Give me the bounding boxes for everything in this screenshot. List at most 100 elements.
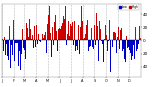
Bar — [133, 40, 134, 45]
Bar — [118, 27, 119, 40]
Bar — [131, 40, 132, 60]
Bar — [60, 29, 61, 40]
Bar — [10, 40, 11, 68]
Bar — [42, 34, 43, 40]
Bar — [130, 40, 131, 53]
Bar — [108, 40, 109, 41]
Bar — [94, 25, 95, 40]
Bar — [124, 40, 125, 59]
Bar — [136, 40, 137, 51]
Bar — [105, 25, 106, 40]
Bar — [17, 40, 18, 43]
Bar — [106, 35, 107, 40]
Bar — [22, 29, 23, 40]
Bar — [98, 40, 99, 61]
Bar — [28, 37, 29, 40]
Bar — [59, 28, 60, 40]
Bar — [62, 23, 63, 40]
Bar — [19, 40, 20, 51]
Bar — [14, 40, 15, 61]
Bar — [49, 6, 50, 40]
Bar — [75, 40, 76, 51]
Bar — [128, 40, 129, 47]
Bar — [3, 40, 4, 51]
Bar — [2, 39, 3, 40]
Bar — [119, 38, 120, 40]
Bar — [68, 21, 69, 40]
Bar — [97, 26, 98, 40]
Bar — [47, 24, 48, 40]
Bar — [7, 40, 8, 56]
Bar — [109, 20, 110, 40]
Bar — [101, 40, 102, 75]
Bar — [51, 40, 52, 57]
Bar — [121, 28, 122, 40]
Bar — [26, 23, 27, 40]
Bar — [44, 35, 45, 40]
Bar — [74, 21, 75, 40]
Bar — [137, 40, 138, 49]
Bar — [56, 30, 57, 40]
Bar — [114, 40, 115, 55]
Bar — [24, 40, 25, 50]
Bar — [134, 40, 135, 59]
Bar — [80, 27, 81, 40]
Bar — [116, 40, 117, 53]
Bar — [50, 33, 51, 40]
Bar — [79, 40, 80, 54]
Bar — [45, 32, 46, 40]
Bar — [88, 40, 89, 46]
Bar — [93, 39, 94, 40]
Bar — [35, 40, 36, 47]
Bar — [140, 38, 141, 40]
Bar — [37, 40, 38, 44]
Bar — [67, 34, 68, 40]
Bar — [87, 20, 88, 40]
Bar — [95, 40, 96, 45]
Bar — [54, 22, 55, 40]
Bar — [96, 13, 97, 40]
Bar — [120, 30, 121, 40]
Bar — [15, 40, 16, 43]
Bar — [77, 40, 78, 50]
Bar — [9, 26, 10, 40]
Bar — [34, 26, 35, 40]
Bar — [11, 40, 12, 45]
Bar — [102, 40, 103, 44]
Bar — [126, 36, 127, 40]
Bar — [13, 20, 14, 40]
Bar — [18, 40, 19, 66]
Bar — [90, 40, 91, 46]
Bar — [113, 32, 114, 40]
Bar — [25, 40, 26, 59]
Bar — [55, 15, 56, 40]
Bar — [36, 25, 37, 40]
Bar — [23, 40, 24, 48]
Bar — [40, 40, 41, 42]
Bar — [29, 19, 30, 40]
Bar — [139, 26, 140, 40]
Bar — [32, 35, 33, 40]
Bar — [84, 38, 85, 40]
Bar — [81, 6, 82, 40]
Bar — [91, 28, 92, 40]
Bar — [16, 40, 17, 43]
Bar — [82, 21, 83, 40]
Bar — [135, 40, 136, 44]
Bar — [4, 37, 5, 40]
Bar — [39, 40, 40, 41]
Bar — [71, 26, 72, 40]
Bar — [117, 37, 118, 40]
Bar — [43, 38, 44, 40]
Bar — [70, 24, 71, 40]
Bar — [89, 40, 90, 47]
Bar — [112, 40, 113, 47]
Bar — [38, 34, 39, 40]
Bar — [48, 40, 49, 55]
Bar — [138, 40, 139, 44]
Bar — [86, 25, 87, 40]
Bar — [21, 40, 22, 54]
Bar — [99, 21, 100, 40]
Bar — [85, 6, 86, 40]
Bar — [6, 40, 7, 44]
